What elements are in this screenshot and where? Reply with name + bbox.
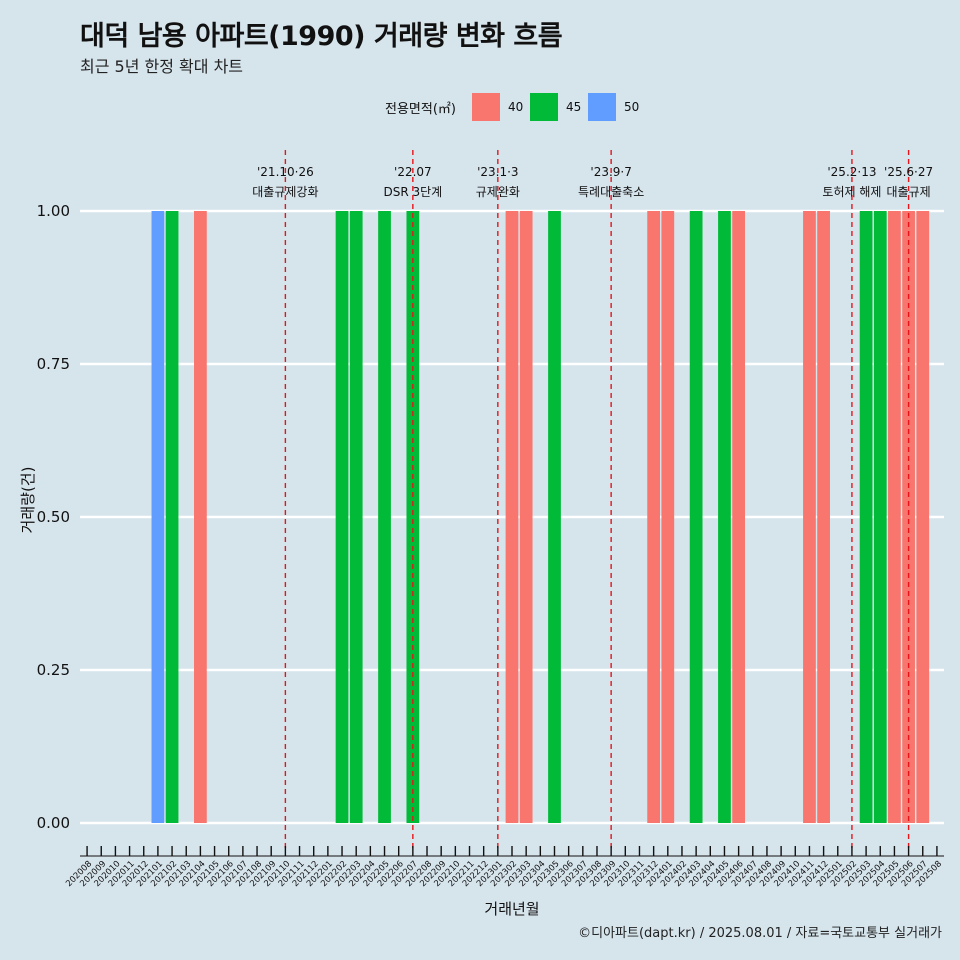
y-tick-label: 0.75: [37, 355, 70, 373]
bar-202412-40: [817, 211, 830, 823]
event-label-202506: 대출규제: [887, 185, 931, 199]
bar-202503-45: [859, 211, 873, 823]
bar-202401-40: [661, 211, 675, 823]
caption: ©디아파트(dapt.kr) / 2025.08.01 / 자료=국토교통부 실…: [578, 926, 942, 941]
bar-202507-40: [916, 211, 930, 823]
y-tick-label: 0.50: [37, 508, 70, 526]
event-label-202110: 대출규제강화: [252, 185, 318, 199]
legend: 전용면적(㎡) 40 45 50: [0, 92, 960, 122]
y-tick-label: 0.00: [37, 814, 70, 832]
event-date-202110: '21.10·26: [257, 165, 314, 179]
legend-key-50: [588, 93, 616, 121]
bar-202411-40: [803, 211, 816, 823]
bar-202506-40: [902, 211, 915, 823]
bar-202305-45: [548, 211, 561, 823]
event-date-202207: '22.07: [394, 165, 432, 179]
y-axis-title: 거래량(건): [19, 467, 37, 534]
legend-title: 전용면적(㎡): [385, 102, 456, 117]
chart-title: 대덕 남용 아파트(1990) 거래량 변화 흐름: [80, 21, 563, 52]
event-date-202301: '23.1·3: [477, 165, 518, 179]
bar-202207-45: [406, 211, 420, 823]
legend-key-45: [530, 93, 558, 121]
y-tick-label: 0.25: [37, 661, 70, 679]
bar-202102-45: [165, 211, 179, 823]
bar-202203-45: [349, 211, 363, 823]
bar-202302-40: [505, 211, 519, 823]
legend-label-40: 40: [508, 100, 524, 114]
legend-key-40: [472, 93, 500, 121]
bar-202205-45: [378, 211, 391, 823]
event-label-202502: 토허제 해제: [822, 185, 881, 199]
bar-202405-45: [718, 211, 731, 823]
bar-202303-40: [519, 211, 533, 823]
event-label-202309: 특례대출축소: [578, 185, 644, 199]
event-date-202309: '23.9·7: [590, 165, 631, 179]
bar-202202-45: [335, 211, 349, 823]
bar-202312-40: [647, 211, 661, 823]
event-date-202506: '25.6·27: [884, 165, 933, 179]
event-label-202301: 규제완화: [476, 185, 520, 199]
bar-202504-45: [873, 211, 887, 823]
bar-202101-50: [151, 211, 165, 823]
event-label-202207: DSR 3단계: [383, 185, 442, 199]
legend-label-50: 50: [624, 100, 640, 114]
event-date-202502: '25.2·13: [827, 165, 876, 179]
legend-label-45: 45: [566, 100, 582, 114]
bar-202505-40: [888, 211, 901, 823]
bar-202104-40: [194, 211, 207, 823]
bar-202406-40: [732, 211, 745, 823]
x-axis-title: 거래년월: [484, 900, 539, 918]
y-tick-label: 1.00: [37, 202, 70, 220]
bar-202403-45: [689, 211, 703, 823]
chart-subtitle: 최근 5년 한정 확대 차트: [80, 57, 244, 76]
